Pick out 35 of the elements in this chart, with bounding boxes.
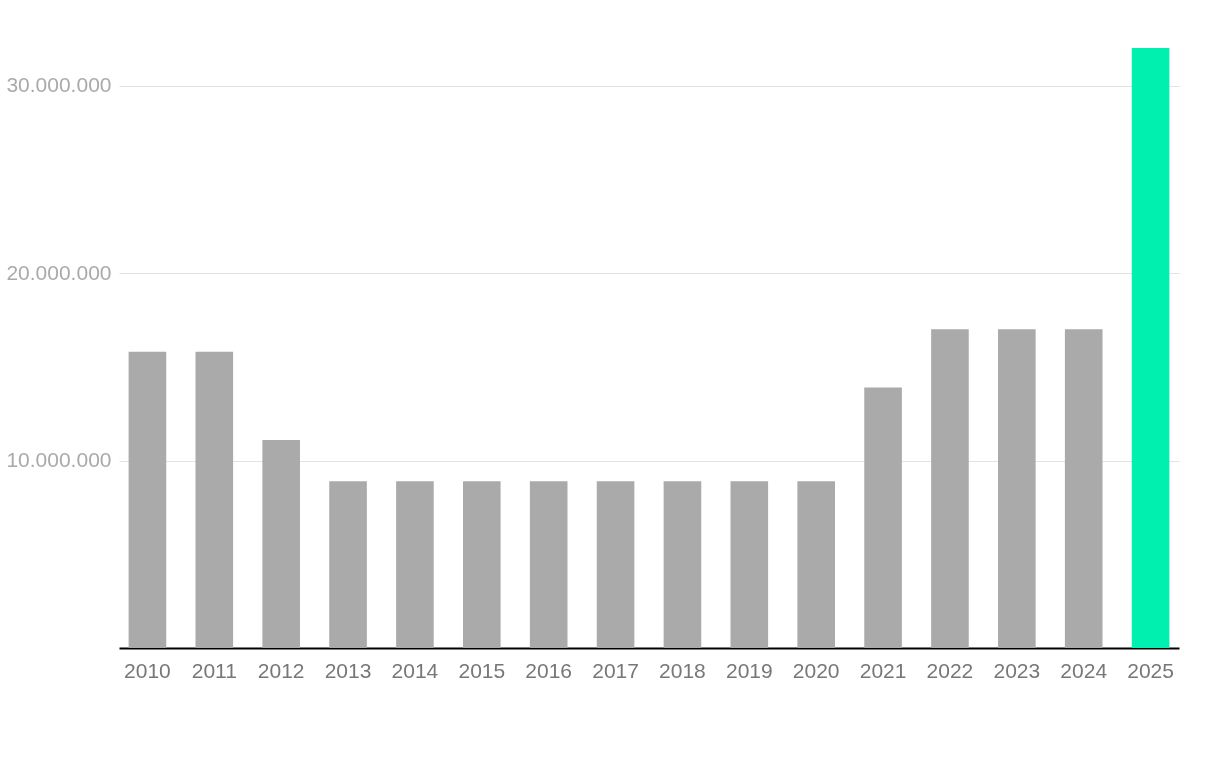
x-tick-label: 2014 — [391, 658, 439, 682]
bar — [730, 481, 769, 648]
x-tick-label: 2022 — [926, 658, 974, 682]
x-tick-label: 2020 — [792, 658, 840, 682]
bar — [1064, 329, 1103, 648]
bar — [663, 481, 702, 648]
bar — [262, 439, 300, 648]
x-tick-label: 2010 — [124, 658, 171, 682]
bar — [396, 481, 434, 648]
bar — [1131, 48, 1170, 648]
x-tick-label: 2012 — [257, 658, 305, 682]
x-tick-label: 2017 — [592, 658, 639, 682]
bar — [529, 481, 568, 648]
x-tick-label: 2015 — [458, 658, 506, 682]
x-tick-label: 2016 — [525, 658, 573, 682]
y-tick-label: 10.000.000 — [6, 448, 112, 471]
x-tick-label: 2011 — [191, 658, 237, 682]
x-tick-label: 2025 — [1127, 658, 1174, 682]
bar — [864, 387, 902, 648]
bar — [596, 481, 635, 648]
x-tick-label: 2024 — [1060, 658, 1108, 682]
bar — [931, 329, 969, 648]
bar — [128, 351, 167, 648]
x-tick-label: 2023 — [993, 658, 1041, 682]
x-tick-label: 2019 — [725, 658, 773, 682]
x-tick-label: 2013 — [324, 658, 372, 682]
bar — [195, 351, 234, 648]
bar — [463, 481, 501, 648]
x-tick-label: 2021 — [859, 658, 907, 682]
bar — [797, 481, 835, 648]
bar — [998, 329, 1036, 648]
y-tick-label: 20.000.000 — [6, 260, 112, 284]
x-tick-label: 2018 — [659, 658, 706, 682]
bar — [329, 481, 367, 648]
y-tick-label: 30.000.000 — [6, 73, 112, 96]
